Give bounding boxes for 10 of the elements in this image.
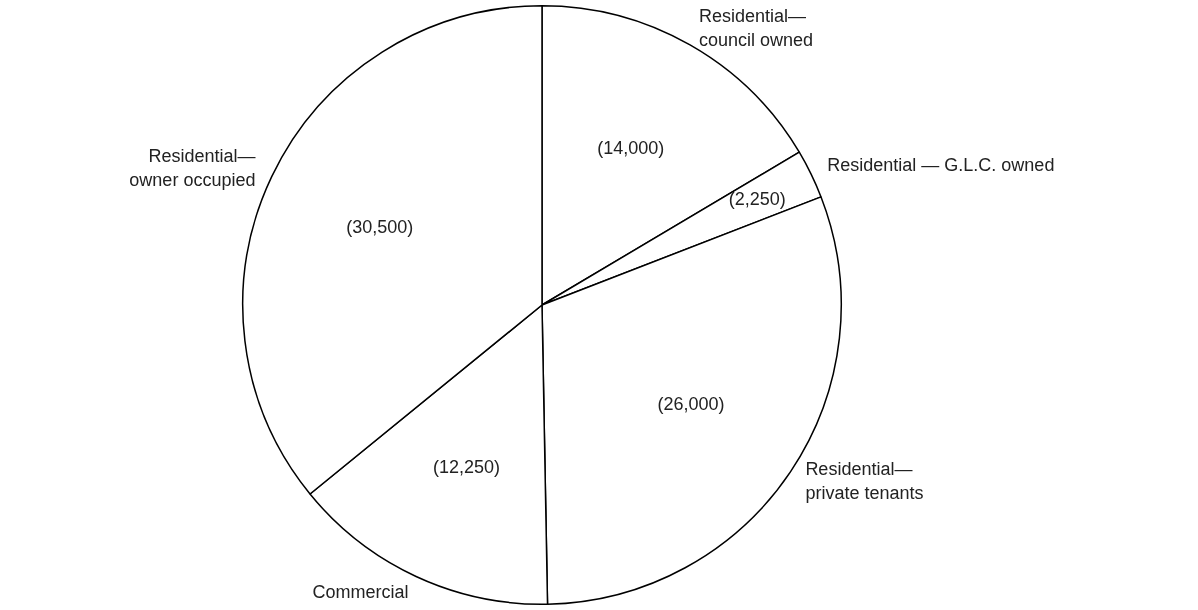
- data-label: (12,250): [432, 456, 500, 477]
- slice-label: Residential— private tenants: [805, 458, 924, 503]
- data-label: (14,000): [597, 137, 665, 158]
- data-label: (30,500): [346, 216, 414, 237]
- slice-label: Residential— council owned: [698, 6, 814, 51]
- data-label: (26,000): [657, 394, 725, 415]
- data-label: (2,250): [728, 189, 786, 210]
- slice-label: Residential— owner occupied: [129, 145, 256, 190]
- slice-label: Residential — G.L.C. owned: [827, 155, 1055, 176]
- slice-label: Commercial: [312, 581, 409, 602]
